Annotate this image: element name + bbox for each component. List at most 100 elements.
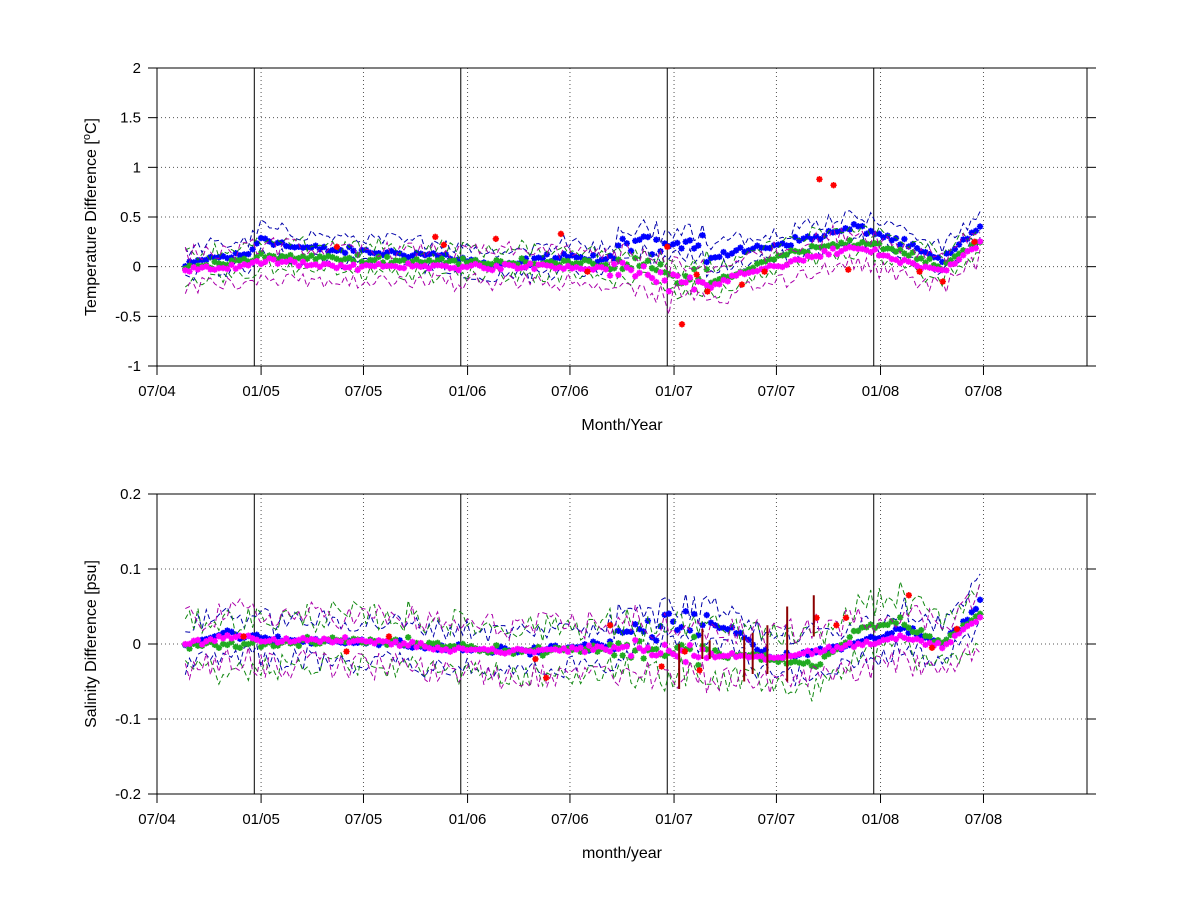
series-blue-point (703, 258, 710, 266)
series-green-point-arm (926, 256, 933, 262)
series-blue-point-arm (699, 232, 706, 239)
series-blue-point-arm (851, 221, 857, 228)
series-blue-point (716, 253, 723, 261)
series-green-point-arm (691, 266, 697, 272)
series-magenta-point-arm (434, 262, 441, 269)
y-tick-label: -0.5 (115, 308, 141, 325)
series-blue-point (299, 244, 307, 251)
x-tick-label: 01/06 (449, 811, 487, 828)
series-magenta-point-arm (216, 265, 222, 271)
series-blue-point-arm (943, 250, 950, 257)
series-magenta-point (619, 259, 626, 267)
series-magenta-point-arm (926, 264, 933, 271)
series-blue-point (854, 223, 862, 230)
series-blue-point (939, 258, 946, 266)
series-blue-point-arm (973, 227, 979, 234)
series-green-point-arm (645, 257, 651, 264)
series-magenta-point-arm (661, 277, 668, 284)
series-magenta-point (611, 260, 618, 268)
series-blue-point (409, 252, 416, 259)
series-green-point (257, 643, 265, 651)
series-blue-point (228, 628, 235, 636)
series-green-point-arm (438, 255, 445, 262)
series-magenta-point (497, 265, 504, 273)
series-magenta-point (838, 247, 845, 255)
series-magenta-point (291, 258, 298, 266)
series-magenta-point-arm (905, 258, 912, 265)
red-data-point-arm (679, 321, 685, 328)
series-magenta-lower-band (184, 249, 981, 315)
series-blue-point-arm (792, 234, 798, 240)
series-blue-point-arm (939, 259, 946, 265)
series-magenta-point-arm (901, 257, 908, 263)
series-green-point-arm (312, 256, 319, 263)
series-green-point-arm (518, 255, 525, 262)
series-magenta-point-arm (523, 264, 529, 270)
series-green-point (846, 237, 853, 244)
series-magenta-point (892, 256, 900, 263)
series-magenta-point-arm (830, 245, 836, 252)
series-magenta-point (703, 282, 710, 289)
series-green-point-arm (846, 237, 853, 244)
series-magenta-point-arm (308, 262, 315, 268)
series-magenta-point (400, 264, 408, 272)
red-data-point (693, 271, 700, 278)
y-axis-title: Temperature Difference [oC] (81, 118, 100, 316)
series-magenta-point (531, 265, 538, 273)
series-magenta-point-arm (354, 267, 361, 273)
series-green-point (577, 260, 584, 267)
series-magenta-point (657, 269, 664, 276)
series-magenta-point (560, 265, 567, 272)
series-magenta-point (627, 266, 635, 274)
series-green-point (346, 254, 353, 262)
series-green-point (383, 253, 391, 261)
series-magenta-point (711, 280, 719, 288)
series-blue-point-arm (703, 612, 710, 618)
series-blue-point-arm (619, 236, 626, 242)
series-green-point-arm (661, 269, 668, 276)
series-blue-point-arm (224, 627, 231, 634)
x-tick-label: 07/08 (965, 811, 1003, 828)
panel-salinity: -0.2 -0.1 0 0.1 0.2 07/04 01/05 07/05 01/06 07/06… (83, 486, 1096, 862)
series-blue-point (274, 633, 282, 640)
series-magenta-point-arm (430, 262, 437, 269)
series-magenta-point-arm (493, 263, 500, 269)
series-magenta-point-arm (825, 251, 832, 258)
series-blue-upper-band (185, 573, 981, 645)
series-blue-point (690, 610, 698, 618)
series-magenta-point (354, 266, 361, 274)
series-blue-point (653, 236, 660, 243)
series-blue-point-arm (359, 247, 365, 253)
series-magenta-point-arm (346, 264, 353, 271)
series-blue-point-arm (430, 250, 437, 257)
series-blue-point (245, 250, 252, 258)
x-tick-label: 07/04 (138, 811, 176, 828)
series-magenta-point-arm (312, 261, 319, 268)
y-axis-title-tail: C] (83, 118, 100, 134)
series-green-point (299, 252, 307, 260)
series-green-point-arm (581, 257, 588, 263)
series-magenta-point-arm (325, 261, 332, 267)
series-blue-point (703, 611, 710, 619)
series-green-point (871, 240, 879, 247)
series-blue-point-arm (409, 252, 416, 259)
series-green-point-arm (249, 639, 256, 646)
series-magenta-point-arm (645, 272, 651, 278)
series-green-point (257, 250, 265, 257)
red-data-point-arm (704, 288, 711, 295)
series-blue-point-arm (581, 641, 588, 648)
red-data-point-arm (761, 268, 768, 275)
series-blue-point-arm (884, 631, 891, 637)
series-magenta-point (825, 251, 832, 258)
series-green-point (918, 255, 925, 262)
red-data-point-arm (845, 266, 852, 273)
series-blue-point-arm (253, 240, 260, 247)
series-green-point-arm (186, 262, 193, 269)
series-green-point-arm (716, 276, 723, 283)
series-blue-point-arm (834, 228, 840, 235)
series-blue-point-arm (245, 251, 252, 257)
series-magenta-point-arm (287, 257, 294, 263)
series-magenta-point (547, 262, 555, 270)
series-magenta-point (329, 262, 336, 269)
series-magenta-point-arm (321, 261, 327, 267)
